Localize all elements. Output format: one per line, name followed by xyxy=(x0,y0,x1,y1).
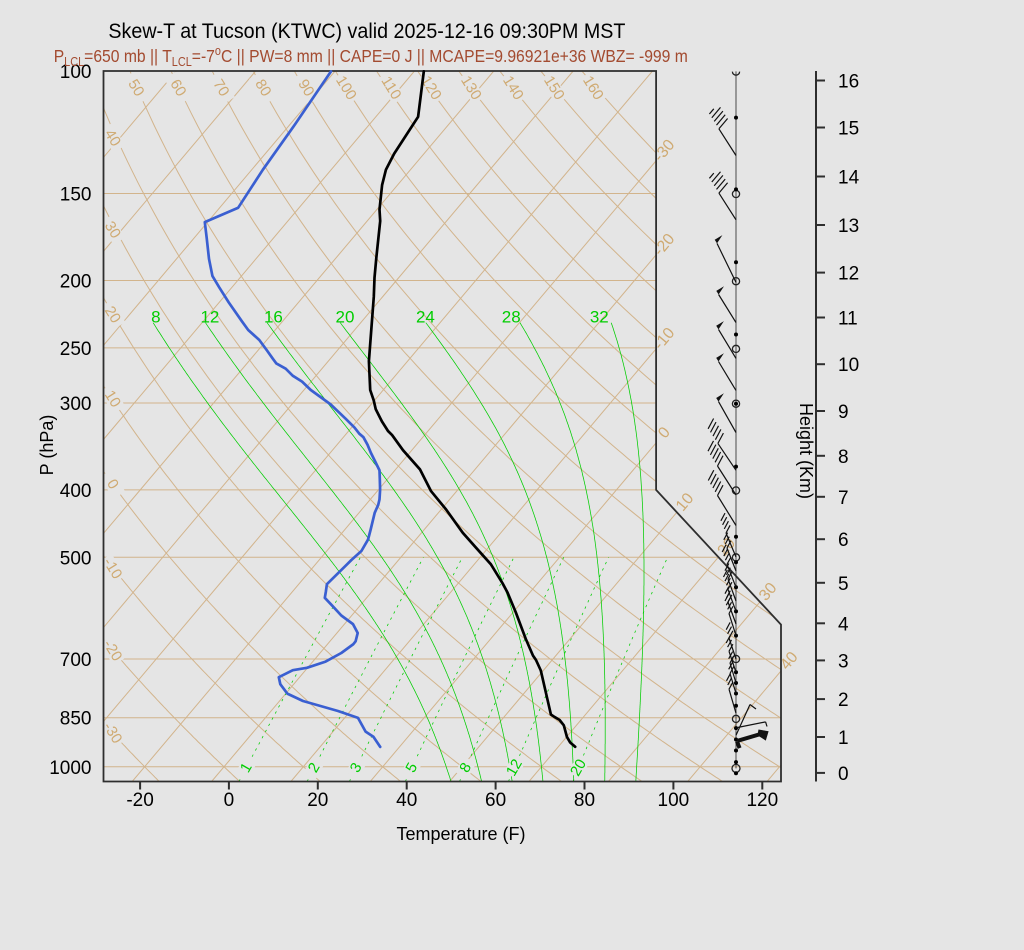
svg-text:12: 12 xyxy=(503,756,526,779)
svg-text:40: 40 xyxy=(101,126,124,149)
svg-text:50: 50 xyxy=(124,76,147,99)
svg-text:11: 11 xyxy=(838,309,858,330)
svg-text:10: 10 xyxy=(838,355,859,376)
svg-text:100: 100 xyxy=(658,790,690,811)
svg-text:80: 80 xyxy=(251,76,274,99)
svg-text:0: 0 xyxy=(838,764,849,785)
svg-text:20: 20 xyxy=(567,756,590,779)
svg-text:40: 40 xyxy=(396,790,417,811)
svg-text:14: 14 xyxy=(838,168,860,189)
svg-text:250: 250 xyxy=(60,339,92,360)
svg-text:4: 4 xyxy=(838,614,849,635)
svg-text:24: 24 xyxy=(416,308,435,327)
svg-text:P (hPa): P (hPa) xyxy=(37,415,57,476)
svg-text:12: 12 xyxy=(838,264,859,285)
svg-text:1000: 1000 xyxy=(49,758,91,779)
svg-text:500: 500 xyxy=(60,548,92,569)
svg-text:13: 13 xyxy=(838,216,859,237)
svg-text:Skew-T at Tucson (KTWC) valid: Skew-T at Tucson (KTWC) valid 2025-12-16… xyxy=(108,20,625,43)
svg-text:10: 10 xyxy=(101,387,124,410)
svg-text:8: 8 xyxy=(151,308,160,327)
svg-text:90: 90 xyxy=(294,76,317,99)
svg-text:120: 120 xyxy=(746,790,778,811)
svg-text:8: 8 xyxy=(838,447,849,468)
svg-text:1: 1 xyxy=(838,728,849,749)
svg-text:150: 150 xyxy=(60,185,92,206)
svg-text:15: 15 xyxy=(838,119,859,140)
svg-text:16: 16 xyxy=(264,308,283,327)
svg-text:16: 16 xyxy=(838,72,859,93)
svg-text:20: 20 xyxy=(307,790,328,811)
svg-text:700: 700 xyxy=(60,650,92,671)
svg-text:70: 70 xyxy=(209,76,232,99)
svg-text:80: 80 xyxy=(574,790,595,811)
svg-text:30: 30 xyxy=(101,218,124,241)
svg-text:Height (Km): Height (Km) xyxy=(796,403,816,499)
svg-text:200: 200 xyxy=(60,272,92,293)
svg-text:2: 2 xyxy=(838,690,849,711)
svg-text:Temperature (F): Temperature (F) xyxy=(396,824,525,844)
svg-text:0: 0 xyxy=(224,790,235,811)
svg-text:20: 20 xyxy=(336,308,355,327)
svg-text:850: 850 xyxy=(60,709,92,730)
svg-text:300: 300 xyxy=(60,394,92,415)
svg-text:60: 60 xyxy=(166,76,189,99)
svg-text:12: 12 xyxy=(200,308,219,327)
svg-text:100: 100 xyxy=(60,62,92,83)
svg-text:60: 60 xyxy=(485,790,506,811)
svg-text:32: 32 xyxy=(590,308,609,327)
svg-text:20: 20 xyxy=(101,303,124,326)
svg-text:9: 9 xyxy=(838,402,849,423)
svg-text:7: 7 xyxy=(838,488,849,509)
svg-text:6: 6 xyxy=(838,530,849,551)
svg-text:PLCL=650 mb || TLCL=-7oC || PW: PLCL=650 mb || TLCL=-7oC || PW=8 mm || C… xyxy=(54,44,688,69)
svg-text:3: 3 xyxy=(838,651,849,672)
svg-text:28: 28 xyxy=(502,308,521,327)
svg-text:-20: -20 xyxy=(126,790,153,811)
svg-text:5: 5 xyxy=(838,574,849,595)
svg-text:400: 400 xyxy=(60,481,92,502)
